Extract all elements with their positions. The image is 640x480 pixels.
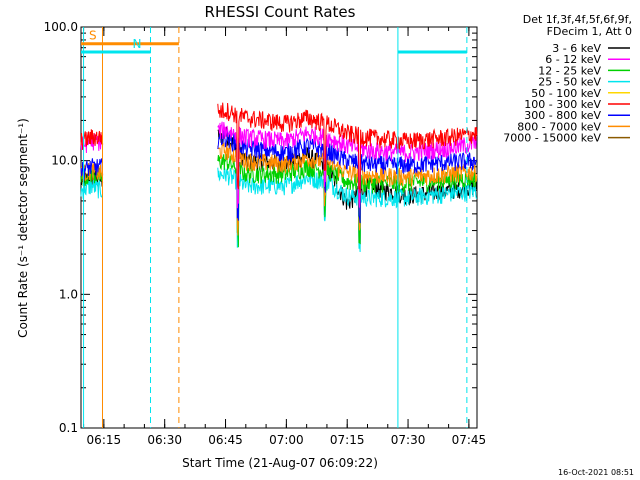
series-line-800-7000-kev-seg1	[217, 142, 478, 236]
interval-label-n: N	[132, 37, 141, 51]
x-tick-label: 07:00	[269, 433, 304, 447]
x-tick-label: 07:45	[452, 433, 487, 447]
legend-entry-label: 800 - 7000 keV	[517, 120, 601, 133]
y-tick-label: 1.0	[59, 287, 78, 301]
x-tick-label: 06:30	[147, 433, 182, 447]
legend-entry-label: 300 - 800 keV	[524, 109, 601, 122]
x-axis-label: Start Time (21-Aug-07 06:09:22)	[182, 456, 378, 470]
legend-entry-label: 6 - 12 keV	[545, 53, 601, 66]
chart-title: RHESSI Count Rates	[205, 3, 356, 21]
plot-frame	[80, 26, 478, 429]
legend-entry-label: 25 - 50 keV	[538, 76, 601, 89]
series-line-6-12-kev-seg1	[217, 121, 478, 209]
y-axis-label: Count Rate (s⁻¹ detector segment⁻¹)	[16, 118, 30, 338]
y-tick-label: 0.1	[59, 421, 78, 435]
x-tick-label: 07:30	[391, 433, 426, 447]
series-line-100-300-kev-seg0	[80, 129, 104, 150]
interval-label-s: S	[89, 29, 97, 43]
x-tick-label: 06:45	[208, 433, 243, 447]
y-tick-label: 10.0	[51, 154, 78, 168]
series-line-300-800-kev-seg0	[80, 158, 104, 180]
legend-entry-label: 3 - 6 keV	[552, 42, 601, 55]
y-tick-label: 100.0	[44, 20, 78, 34]
series-line-300-800-kev-seg1	[217, 130, 478, 224]
legend-entry-label: 7000 - 15000 keV	[503, 132, 601, 145]
legend-header-line: Det 1f,3f,4f,5f,6f,9f,	[523, 13, 632, 26]
legend-entry-label: 100 - 300 keV	[524, 98, 601, 111]
x-tick-label: 06:15	[87, 433, 122, 447]
legend-entry-label: 12 - 25 keV	[538, 64, 601, 77]
legend: Det 1f,3f,4f,5f,6f,9f,FDecim 1, Att 0 3 -…	[503, 13, 632, 145]
series-line-25-50-kev-seg0	[80, 179, 104, 199]
timestamp: 16-Oct-2021 08:51	[558, 468, 634, 477]
x-tick-label: 07:15	[330, 433, 365, 447]
legend-header-line: FDecim 1, Att 0	[547, 25, 632, 38]
legend-entry-label: 50 - 100 keV	[531, 87, 601, 100]
plot-area: 0.1 1.0 10.0 100.0 06:15 06:30 06:45 07:00 07:15…	[44, 20, 487, 447]
series-line-100-300-kev-seg1	[217, 102, 478, 194]
